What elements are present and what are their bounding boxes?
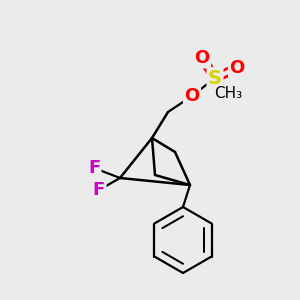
Text: F: F (93, 181, 105, 199)
Text: O: O (230, 59, 244, 77)
Text: CH₃: CH₃ (214, 85, 242, 100)
Text: O: O (184, 87, 200, 105)
Text: S: S (208, 68, 222, 88)
Text: O: O (194, 49, 210, 67)
Text: F: F (88, 159, 100, 177)
